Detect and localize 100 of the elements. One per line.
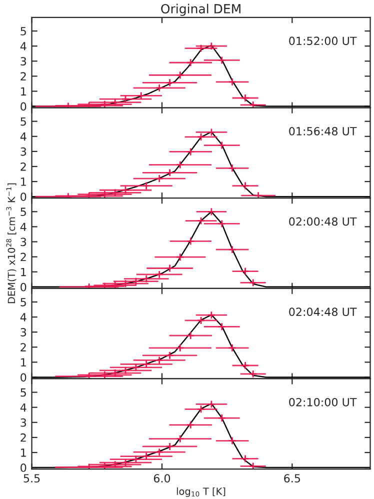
- point: [100, 462, 109, 470]
- point: [136, 92, 146, 100]
- y-tick-label: 2: [20, 343, 26, 352]
- y-tick-label: 2: [20, 252, 26, 262]
- y-tick-label: 2: [20, 162, 26, 171]
- y-tick-label: 5: [20, 298, 26, 306]
- point: [228, 245, 236, 254]
- point: [142, 360, 151, 368]
- point: [241, 454, 250, 463]
- point: [155, 356, 164, 364]
- x-tick-label: 6.5: [284, 474, 300, 483]
- annotation: 02:04:48 UT: [289, 308, 357, 316]
- point: [166, 264, 174, 272]
- point: [228, 164, 236, 172]
- point: [155, 448, 164, 456]
- y-tick-label: 4: [20, 42, 26, 50]
- point: [110, 460, 120, 469]
- y-tick-label: 4: [20, 313, 26, 322]
- y-tick-label: 1: [21, 87, 26, 96]
- y-tick-label: 1: [21, 178, 26, 186]
- x-tick-label: 5.5: [24, 474, 40, 483]
- point: [248, 370, 258, 378]
- y-tick-label: 0: [20, 102, 26, 111]
- y-tick-label: 1: [21, 358, 26, 366]
- point: [121, 366, 130, 375]
- point: [228, 344, 236, 352]
- chart-title: Original DEM: [161, 4, 240, 16]
- point: [196, 404, 206, 414]
- point: [207, 207, 216, 216]
- point: [241, 94, 250, 102]
- annotation: 01:56:48 UT: [289, 126, 357, 136]
- y-tick-label: 3: [20, 57, 26, 66]
- point: [110, 188, 120, 197]
- y-tick-label: 2: [20, 433, 26, 442]
- y-tick-label: 5: [20, 117, 26, 126]
- point: [142, 274, 151, 283]
- point: [218, 414, 226, 422]
- point: [248, 278, 258, 287]
- point: [166, 442, 174, 451]
- point: [186, 331, 195, 340]
- point: [207, 128, 216, 136]
- point: [110, 368, 120, 378]
- point: [186, 148, 195, 156]
- point: [64, 102, 72, 108]
- point: [176, 160, 184, 170]
- point: [196, 216, 206, 225]
- y-tick-label: 0: [20, 464, 26, 472]
- point: [121, 458, 130, 467]
- point: [186, 58, 195, 67]
- y-tick-label: 0: [20, 192, 26, 201]
- point: [248, 100, 258, 108]
- y-tick-label: 5: [20, 208, 26, 216]
- point: [196, 132, 206, 142]
- y-tick-label: 0: [20, 282, 26, 292]
- point: [241, 361, 250, 370]
- annotation: 02:00:48 UT: [289, 217, 357, 226]
- point: [142, 182, 151, 190]
- y-tick-label: 5: [20, 27, 26, 36]
- point: [166, 78, 174, 87]
- x-tick-label: 6.0: [154, 474, 170, 483]
- point: [155, 174, 164, 183]
- point: [132, 277, 140, 286]
- annotation: 01:52:00 UT: [289, 36, 357, 46]
- point: [254, 191, 262, 198]
- point: [176, 252, 184, 262]
- y-tick-label: 3: [20, 328, 26, 336]
- x-axis-title: log$_{10}$ T [K]: [176, 487, 226, 497]
- y-tick-label: 4: [20, 403, 26, 412]
- point: [176, 344, 184, 352]
- point: [64, 192, 72, 198]
- point: [100, 370, 109, 379]
- y-tick-label: 4: [20, 222, 26, 231]
- point: [132, 363, 140, 372]
- point: [228, 436, 236, 445]
- point: [207, 400, 216, 408]
- point: [176, 70, 184, 80]
- y-tick-label: 3: [20, 238, 26, 246]
- y-tick-label: 1: [21, 268, 26, 276]
- point: [110, 98, 120, 107]
- point: [207, 42, 216, 50]
- point: [207, 310, 216, 320]
- point: [218, 56, 226, 64]
- y-tick-label: 4: [20, 132, 26, 141]
- point: [142, 452, 151, 460]
- y-tick-label: 1: [21, 448, 26, 457]
- point: [166, 168, 174, 177]
- point: [196, 316, 206, 325]
- y-axis-title: DEM(T) x10$^{28}$ [cm$^{−3}$ K$^{−1}$]: [6, 183, 16, 304]
- annotation: 02:10:00 UT: [289, 398, 357, 406]
- point: [218, 141, 226, 150]
- point: [155, 270, 164, 279]
- y-tick-label: 3: [20, 147, 26, 156]
- point: [132, 455, 140, 464]
- y-tick-label: 5: [20, 388, 26, 397]
- point: [241, 182, 250, 190]
- point: [241, 267, 250, 276]
- point: [155, 84, 164, 92]
- point: [248, 462, 258, 470]
- y-tick-label: 0: [20, 373, 26, 382]
- y-tick-label: 2: [20, 72, 26, 80]
